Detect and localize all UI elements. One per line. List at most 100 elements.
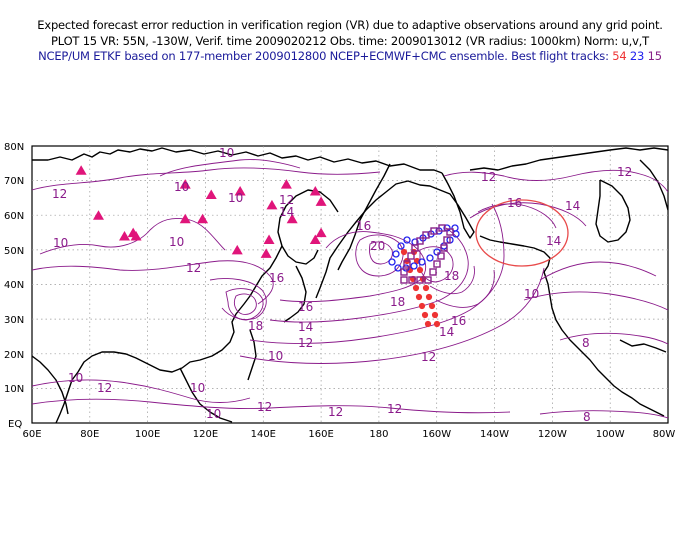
contours <box>32 159 668 419</box>
track-red-point <box>425 293 433 301</box>
track-red-point <box>431 311 439 319</box>
verification-region-circle <box>475 199 569 267</box>
contour-label-12: 12 <box>328 405 343 419</box>
contour-label-20: 20 <box>370 239 385 253</box>
lon-label: 140W <box>480 429 509 440</box>
contour-label-14: 14 <box>546 234 561 248</box>
observation-triangle <box>197 213 209 224</box>
track-red-point <box>428 302 436 310</box>
contour-14-ne <box>469 202 587 227</box>
track-purple-point <box>433 260 441 268</box>
observation-triangle <box>315 196 327 206</box>
lon-label: 80W <box>653 429 676 440</box>
contour-label-16: 16 <box>298 300 313 314</box>
contour-12-west <box>32 260 274 305</box>
contour-10-center <box>239 267 545 364</box>
track-red-point <box>400 248 408 256</box>
track-purple-point <box>446 228 454 236</box>
lon-label: 120W <box>538 429 567 440</box>
observation-triangle <box>266 199 278 210</box>
flight-track-purple <box>400 224 454 284</box>
contour-12-north <box>32 167 381 191</box>
track-purple-point <box>416 237 424 245</box>
contour-10-east <box>523 291 668 311</box>
contour-label-12: 12 <box>421 350 436 364</box>
header-parameters-line: PLOT 15 VR: 55N, -130W, Verif. time 2009… <box>51 33 649 48</box>
contour-8-south <box>539 410 668 419</box>
coast-north-america <box>469 147 668 171</box>
lon-label: 100E <box>135 429 160 440</box>
lat-label: 10N <box>4 384 24 395</box>
track-blue-point <box>394 264 402 272</box>
contour-label-10: 10 <box>174 180 189 194</box>
observation-triangle <box>315 227 327 238</box>
track-purple-point <box>416 276 424 284</box>
contour-16-east <box>429 265 475 295</box>
track-blue-point <box>410 262 418 270</box>
coast-kamchatka <box>337 163 391 271</box>
contour-label-14: 14 <box>565 199 580 213</box>
lat-label: 70N <box>4 176 24 187</box>
track-red-point <box>422 284 430 292</box>
observation-triangle <box>280 179 292 189</box>
contour-label-16: 16 <box>507 196 522 210</box>
lat-label: 20N <box>4 350 24 361</box>
contour-label-12: 12 <box>481 170 496 184</box>
track-purple-point <box>422 231 430 239</box>
chart-header: Expected forecast error reduction in ver… <box>0 18 700 65</box>
coast-na-west <box>543 271 665 417</box>
lon-label: 80E <box>80 429 99 440</box>
contour-label-12: 12 <box>186 261 201 275</box>
track-blue-point <box>433 248 441 256</box>
coast-hudson-bay <box>595 179 631 243</box>
header-ensemble-text: NCEP/UM ETKF based on 177-member 2009012… <box>38 49 609 63</box>
lat-label: 40N <box>4 280 24 291</box>
lon-label: 140E <box>251 429 276 440</box>
contour-12-east <box>539 261 657 281</box>
contour-16-center <box>279 231 427 303</box>
track-blue-point <box>388 258 396 266</box>
contour-label-14: 14 <box>279 205 294 219</box>
contour-label-14: 14 <box>298 320 313 334</box>
contour-12-ne <box>443 169 668 193</box>
contour-18-west <box>233 293 257 315</box>
track-purple-point <box>411 244 419 252</box>
track-purple-point <box>407 252 415 260</box>
observation-triangle <box>119 231 131 241</box>
observation-triangle <box>179 179 191 189</box>
lat-label: 30N <box>4 315 24 326</box>
lat-label: EQ <box>8 419 22 430</box>
header-ensemble-line: NCEP/UM ETKF based on 177-member 2009012… <box>0 49 700 65</box>
coast-india <box>32 355 69 415</box>
track-blue-point <box>403 236 411 244</box>
map-frame <box>31 145 669 424</box>
track-red-point <box>421 311 429 319</box>
track-blue-point <box>426 254 434 262</box>
contour-label-12: 12 <box>279 193 294 207</box>
header-title-line: Expected forecast error reduction in ver… <box>37 18 663 32</box>
lon-label: 120E <box>193 429 218 440</box>
track-purple-point <box>400 268 408 276</box>
observation-triangle <box>130 231 142 241</box>
contour-label-10: 10 <box>524 287 539 301</box>
track-purple-point <box>400 276 408 284</box>
lon-label: 100W <box>596 429 625 440</box>
contour-12-south <box>32 398 511 414</box>
lat-label: 80N <box>4 142 24 153</box>
lon-label: 160W <box>422 429 451 440</box>
track-red-point <box>418 302 426 310</box>
observation-triangle <box>179 213 191 224</box>
graticule <box>32 146 668 423</box>
contour-label-12: 12 <box>298 336 313 350</box>
observation-triangle <box>92 210 104 220</box>
track-purple-point <box>403 260 411 268</box>
contour-14-center <box>269 227 469 323</box>
coastlines <box>32 147 668 423</box>
contour-label-18: 18 <box>444 269 459 283</box>
contour-label-10: 10 <box>206 407 221 421</box>
track-purple-point <box>430 227 438 235</box>
contour-label-12: 12 <box>257 400 272 414</box>
track-blue-point <box>418 258 426 266</box>
observation-triangle <box>260 248 272 258</box>
contour-label-14: 14 <box>439 325 454 339</box>
